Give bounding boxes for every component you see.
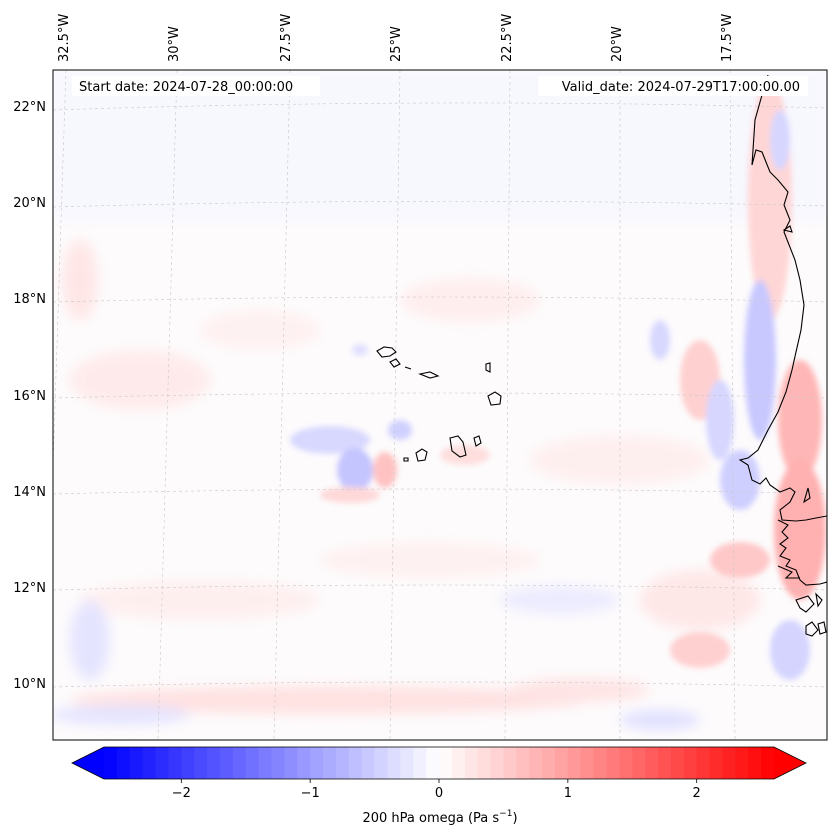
colorbar-cell: [129, 747, 144, 779]
colorbar-cell: [503, 747, 517, 779]
colorbar-extend-min: [72, 747, 104, 779]
graticule: [53, 70, 827, 740]
colorbar-cells: [72, 747, 806, 779]
colorbar-cell: [709, 747, 724, 779]
colorbar-cell: [374, 747, 389, 779]
colorbar-cell: [606, 747, 620, 779]
latitude-labels: 22°N 20°N 18°N 16°N 14°N 12°N 10°N: [13, 100, 46, 692]
lon-label: 22.5°W: [500, 14, 515, 62]
colorbar-cell: [155, 747, 170, 779]
colorbar-cell: [554, 747, 569, 779]
lon-label: 17.5°W: [720, 14, 735, 62]
lat-label: 10°N: [13, 677, 46, 692]
colorbar-cell: [748, 747, 762, 779]
colorbar-cell: [232, 747, 247, 779]
lon-label: 20°W: [610, 26, 625, 62]
colorbar-cell: [451, 747, 466, 779]
colorbar-cell: [529, 747, 543, 779]
colorbar-tick-label: 2: [693, 786, 701, 801]
colorbar-cell: [761, 747, 775, 779]
valid-date-label: Valid_date: 2024-07-29T17:00:00.00: [562, 80, 800, 95]
longitude-labels: 32.5°W 30°W 27.5°W 25°W 22.5°W 20°W 17.5…: [57, 14, 735, 62]
colorbar-cell: [632, 747, 646, 779]
colorbar-cell: [645, 747, 659, 779]
lat-label: 12°N: [13, 581, 46, 596]
lat-label: 14°N: [13, 485, 46, 500]
colorbar-label: 200 hPa omega (Pa s−1): [362, 809, 517, 826]
colorbar-cell: [477, 747, 492, 779]
colorbar-cell: [335, 747, 350, 779]
colorbar-cell: [310, 747, 324, 779]
colorbar-cell: [271, 747, 285, 779]
colorbar-cell: [348, 747, 363, 779]
lat-label: 16°N: [13, 389, 46, 404]
lon-label: 27.5°W: [279, 14, 294, 62]
lon-label: 32.5°W: [57, 14, 72, 62]
map-frame: [52, 69, 828, 741]
colorbar-ticks: −2 −1 0 1 2: [172, 779, 701, 801]
colorbar-cell: [516, 747, 530, 779]
lon-label: 30°W: [167, 26, 182, 62]
colorbar-cell: [580, 747, 595, 779]
colorbar-cell: [387, 747, 401, 779]
colorbar-cell: [593, 747, 608, 779]
start-date-box: [72, 76, 320, 96]
start-date-label: Start date: 2024-07-28_00:00:00: [79, 80, 293, 95]
colorbar-cell: [207, 747, 221, 779]
colorbar-extend-max: [774, 747, 806, 779]
colorbar-cell: [658, 747, 672, 779]
lon-label: 25°W: [389, 26, 404, 62]
colorbar-cell: [439, 747, 453, 779]
colorbar-tick-label: 1: [564, 786, 572, 801]
map-panel: Start date: 2024-07-28_00:00:00 Valid_da…: [52, 69, 828, 741]
colorbar-cell: [670, 747, 685, 779]
colorbar-cell: [426, 747, 440, 779]
colorbar-tick-label: −2: [172, 786, 191, 801]
colorbar-cell: [168, 747, 182, 779]
colorbar-cell: [194, 747, 208, 779]
colorbar-cell: [142, 747, 157, 779]
colorbar-cell: [245, 747, 260, 779]
lat-label: 20°N: [13, 196, 46, 211]
valid-date-box: [538, 76, 808, 96]
colorbar-outline: [71, 746, 807, 780]
lat-label: 22°N: [13, 100, 46, 115]
colorbar-cell: [619, 747, 633, 779]
colorbar-cell: [258, 747, 273, 779]
colorbar-cell: [297, 747, 311, 779]
colorbar-cell: [104, 747, 118, 779]
colorbar-cell: [181, 747, 195, 779]
colorbar-cell: [413, 747, 427, 779]
cape-verde-islands: [376, 346, 502, 462]
colorbar-tick-label: 0: [435, 786, 443, 801]
colorbar-cell: [400, 747, 414, 779]
colorbar-cell: [116, 747, 131, 779]
colorbar-cell: [284, 747, 298, 779]
colorbar-cell: [323, 747, 337, 779]
colorbar-cell: [722, 747, 736, 779]
colorbar-cell: [490, 747, 505, 779]
colorbar-cell: [696, 747, 711, 779]
colorbar-cell: [464, 747, 479, 779]
colorbar-cell: [683, 747, 698, 779]
colorbar-cell: [219, 747, 234, 779]
colorbar-cell: [735, 747, 749, 779]
colorbar-tick-label: −1: [301, 786, 320, 801]
colorbar-cell: [361, 747, 376, 779]
lat-label: 18°N: [13, 292, 46, 307]
colorbar: −2 −1 0 1 2 200 hPa omega (Pa s−1): [71, 746, 807, 826]
colorbar-cell: [567, 747, 582, 779]
colorbar-cell: [542, 747, 556, 779]
